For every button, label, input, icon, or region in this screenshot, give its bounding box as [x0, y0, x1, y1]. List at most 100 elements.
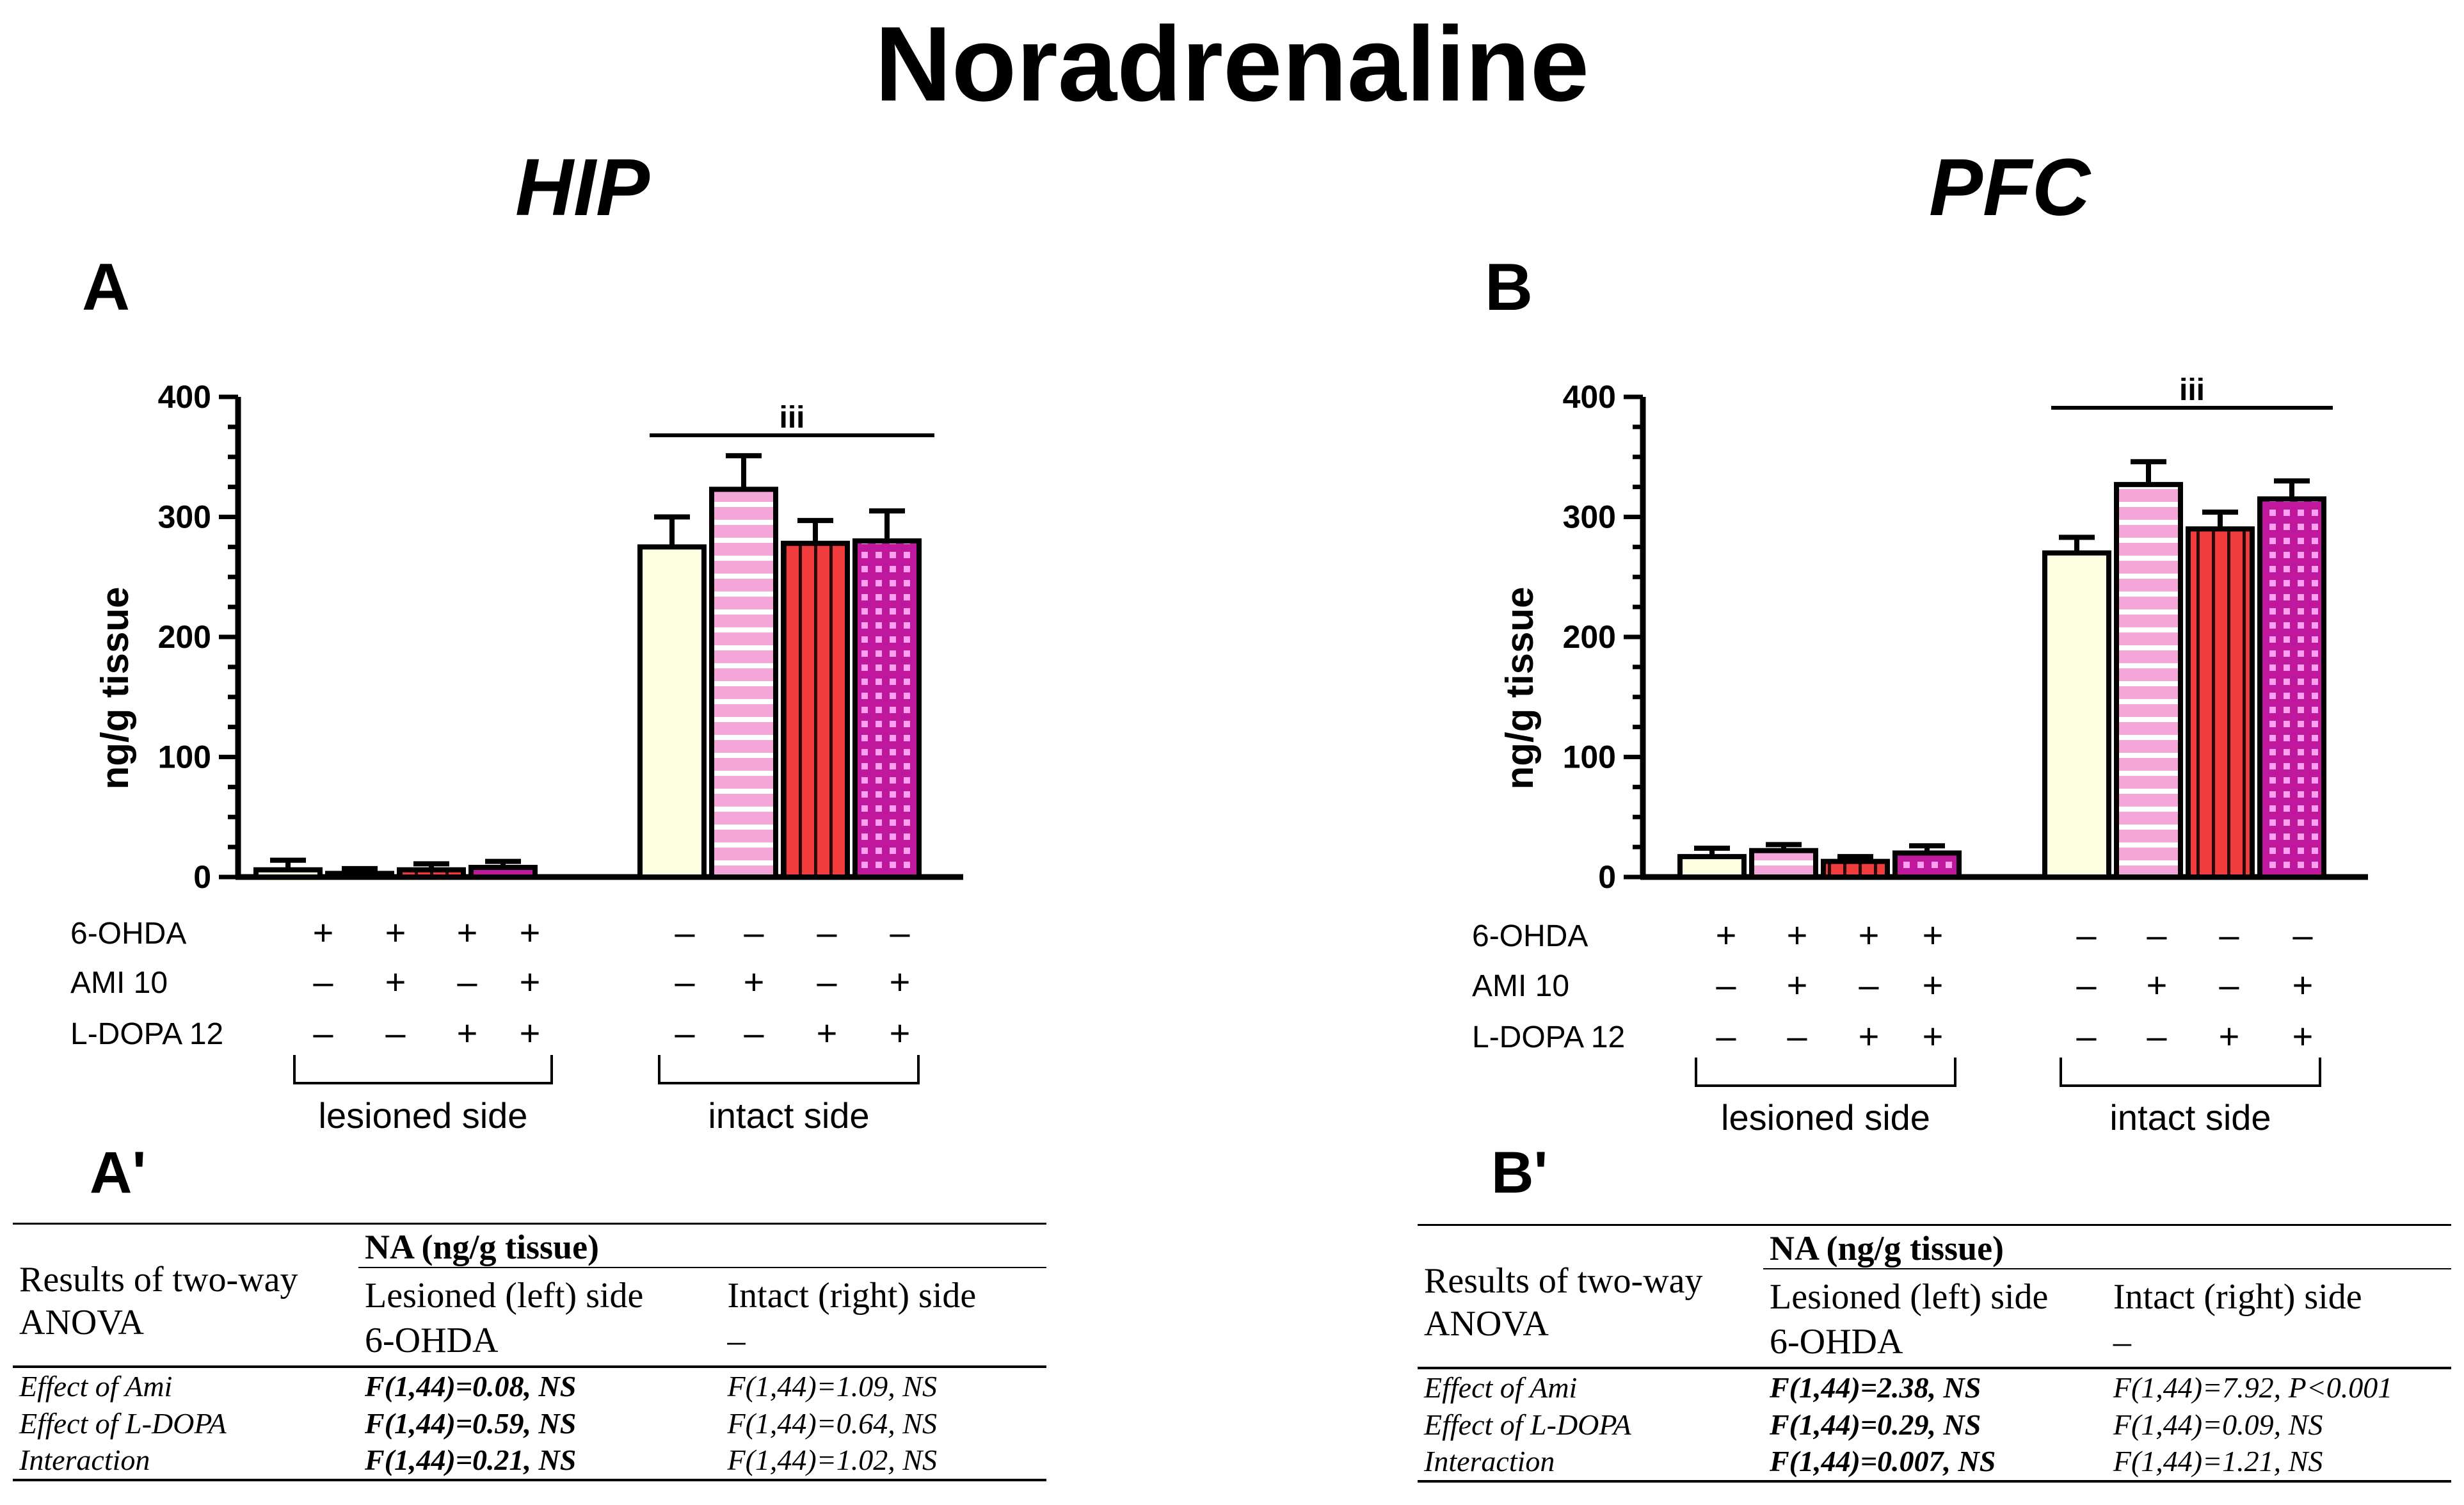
figure-title: Noradrenaline [874, 5, 1590, 124]
bar [709, 487, 778, 880]
treatment-sign: + [1787, 965, 1808, 1005]
treatment-sign: + [890, 962, 911, 1002]
treatment-label: L-DOPA 12 [1472, 1020, 1625, 1054]
table-letter-b: B' [1491, 1140, 1548, 1205]
group-bracket [658, 1055, 920, 1084]
treatment-sign: – [675, 1013, 695, 1053]
group-label: lesioned side [319, 1095, 528, 1136]
anova-effect-label: Effect of L-DOPA [19, 1406, 227, 1440]
anova-intact-value: F(1,44)=0.64, NS [727, 1406, 937, 1440]
treatment-sign: + [313, 912, 334, 953]
y-tick-label: 100 [1563, 739, 1616, 775]
treatment-sign: – [2147, 1016, 2167, 1056]
group-bracket [1695, 1058, 1956, 1087]
treatment-sign: – [1787, 1016, 1807, 1056]
bar [2186, 526, 2255, 880]
anova-row: Interaction F(1,44)=0.007, NS F(1,44)=1.… [1418, 1443, 2451, 1483]
anova-row-label: Results of two-way ANOVA [1418, 1224, 1763, 1368]
treatment-sign: + [1859, 1016, 1880, 1056]
anova-lesioned-value: F(1,44)=0.29, NS [1770, 1408, 1981, 1441]
y-tick-label: 300 [158, 499, 211, 535]
treatment-sign: – [1859, 965, 1879, 1005]
treatment-sign: – [385, 1013, 406, 1053]
treatment-sign: + [2292, 965, 2314, 1005]
anova-row: Interaction F(1,44)=0.21, NS F(1,44)=1.0… [13, 1442, 1046, 1481]
bar [1821, 858, 1890, 880]
treatment-label: 6-OHDA [70, 917, 186, 951]
bar [253, 867, 323, 880]
region-title-pfc: PFC [1929, 142, 2090, 232]
anova-lesioned-value: F(1,44)=0.08, NS [358, 1365, 721, 1405]
treatment-sign: + [2147, 965, 2168, 1005]
anova-lesioned-value: F(1,44)=0.007, NS [1763, 1443, 2107, 1483]
y-tick-label: 100 [158, 739, 211, 775]
y-tick-label: 200 [158, 619, 211, 655]
anova-col-intact: Intact (right) side – [2113, 1277, 2362, 1362]
treatment-sign: – [744, 1013, 764, 1053]
treatment-sign: + [2292, 1016, 2314, 1056]
treatment-sign: – [817, 962, 837, 1002]
anova-table-pfc: Results of two-way ANOVA NA (ng/g tissue… [1418, 1224, 2451, 1483]
treatment-sign: + [520, 912, 541, 953]
anova-effect-label: Interaction [1418, 1443, 1763, 1483]
treatment-sign: – [457, 962, 477, 1002]
treatment-sign: – [313, 1013, 333, 1053]
treatment-sign: + [1923, 965, 1944, 1005]
bar [2257, 496, 2326, 880]
anova-intact-value: F(1,44)=1.21, NS [2106, 1443, 2451, 1483]
anova-row: Effect of L-DOPA F(1,44)=0.59, NS F(1,44… [13, 1405, 1046, 1442]
anova-row: Effect of Ami F(1,44)=2.38, NS F(1,44)=7… [1418, 1367, 2451, 1406]
anova-table-hip: Results of two-way ANOVA NA (ng/g tissue… [13, 1223, 1046, 1481]
anova-effect-label: Effect of Ami [13, 1365, 358, 1405]
y-tick-label: 300 [1563, 499, 1616, 535]
treatment-label: L-DOPA 12 [70, 1017, 223, 1051]
bar [1749, 848, 1818, 880]
y-tick-label: 0 [193, 859, 211, 895]
y-tick-label: 0 [1598, 859, 1616, 895]
region-title-hip: HIP [515, 142, 650, 232]
bar [781, 540, 850, 880]
anova-effect-label: Effect of L-DOPA [1424, 1408, 1631, 1441]
anova-col-lesioned: Lesioned (left) side 6-OHDA [365, 1276, 644, 1360]
group-label: lesioned side [1721, 1097, 1930, 1138]
anova-row: Effect of Ami F(1,44)=0.08, NS F(1,44)=1… [13, 1365, 1046, 1405]
treatment-sign: + [457, 1013, 478, 1053]
treatment-sign: + [890, 1013, 911, 1053]
bar [2114, 481, 2183, 880]
treatment-sign: – [675, 962, 695, 1002]
table-letter-a: A' [90, 1140, 147, 1205]
y-tick-label: 400 [158, 379, 211, 415]
significance-label: iii [2179, 373, 2205, 407]
treatment-sign: + [1923, 915, 1944, 955]
bar [2042, 550, 2111, 880]
treatment-sign: + [1787, 915, 1808, 955]
bar [325, 871, 394, 880]
treatment-sign: – [817, 912, 837, 953]
anova-lesioned-value: F(1,44)=0.59, NS [365, 1406, 577, 1440]
treatment-sign: + [1859, 915, 1880, 955]
treatment-sign: + [1716, 915, 1737, 955]
bar [1677, 854, 1747, 880]
bar [637, 544, 707, 880]
treatment-label: AMI 10 [70, 966, 168, 1000]
group-bracket [2060, 1058, 2321, 1087]
bar-charts: 0 100 200 300 400 ng/g tissue iii 6-OHDA + + + + – – –… [70, 373, 2368, 1138]
anova-col-lesioned: Lesioned (left) side 6-OHDA [1770, 1277, 2049, 1362]
bar [468, 865, 538, 880]
anova-row-label: Results of two-way ANOVA [13, 1223, 358, 1367]
y-tick-label: 400 [1563, 379, 1616, 415]
treatment-sign: + [817, 1013, 838, 1053]
treatment-sign: + [520, 1013, 541, 1053]
bar [852, 538, 922, 880]
treatment-sign: – [2076, 915, 2097, 955]
anova-effect-label: Effect of Ami [1418, 1367, 1763, 1406]
anova-intact-value: F(1,44)=1.09, NS [721, 1365, 1046, 1405]
anova-header: NA (ng/g tissue) [1763, 1224, 2451, 1269]
treatment-sign: + [520, 962, 541, 1002]
bar [397, 867, 466, 880]
anova-header: NA (ng/g tissue) [358, 1223, 1046, 1268]
anova-col-intact: Intact (right) side – [727, 1276, 977, 1360]
y-axis-label: ng/g tissue [1498, 587, 1541, 790]
anova-intact-value: F(1,44)=1.02, NS [721, 1442, 1046, 1481]
panel-letter-b: B [1485, 250, 1533, 325]
